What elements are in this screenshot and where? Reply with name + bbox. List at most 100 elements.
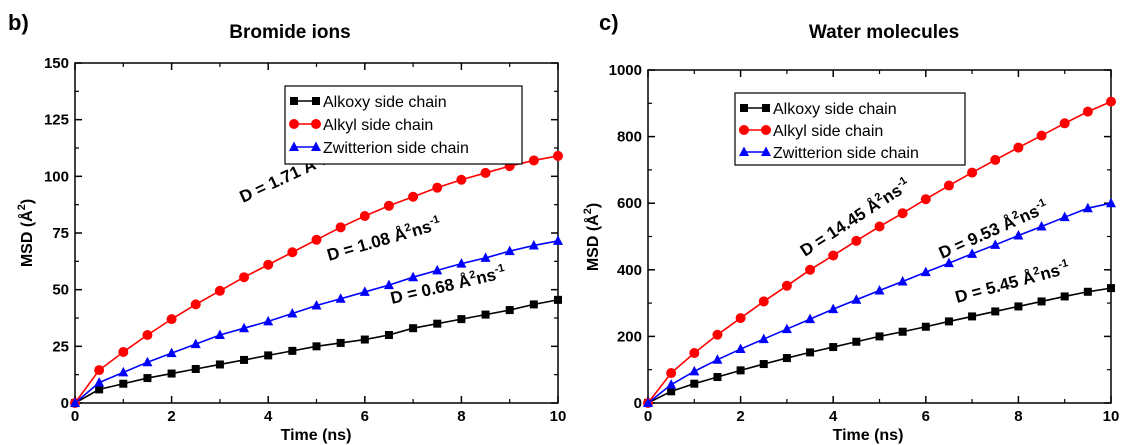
- data-point: [828, 250, 839, 261]
- data-point: [70, 397, 80, 407]
- legend-marker: [289, 119, 299, 129]
- data-point: [943, 257, 954, 268]
- legend-label: Alkyl side chain: [323, 117, 433, 134]
- data-point: [1107, 284, 1115, 293]
- data-point: [1013, 230, 1024, 240]
- data-point: [457, 315, 466, 324]
- y-tick-label: 0: [634, 395, 642, 412]
- data-point: [554, 295, 562, 304]
- data-point: [166, 314, 177, 325]
- legend-marker: [761, 125, 771, 135]
- data-point: [118, 347, 129, 357]
- data-point: [735, 343, 746, 354]
- legend-marker: [311, 119, 321, 129]
- data-point: [166, 347, 177, 358]
- legend-marker: [290, 97, 298, 105]
- data-point: [190, 299, 201, 310]
- y-axis-label-text: MSD (Å: [583, 214, 602, 271]
- data-point: [383, 279, 394, 290]
- y-tick-label: 0: [61, 395, 69, 412]
- data-point: [990, 154, 1001, 165]
- data-point: [336, 338, 345, 347]
- data-point: [456, 174, 467, 185]
- data-point: [689, 365, 700, 376]
- legend-marker: [761, 146, 771, 156]
- data-point: [851, 294, 862, 304]
- data-point: [666, 379, 677, 389]
- annotation-text: D = 5.45 Å: [953, 267, 1037, 307]
- data-point: [897, 275, 908, 286]
- annotation-unit: ns: [1038, 261, 1062, 284]
- data-point: [805, 264, 816, 275]
- data-point: [311, 234, 322, 245]
- data-point: [553, 235, 563, 245]
- data-point: [735, 313, 746, 324]
- data-point: [432, 264, 443, 275]
- data-point: [1036, 221, 1047, 231]
- data-point: [360, 335, 369, 344]
- data-point: [408, 191, 419, 202]
- data-point: [1036, 130, 1047, 141]
- y-tick-label: 100: [44, 168, 69, 185]
- y-tick-label: 400: [617, 262, 642, 279]
- data-point: [504, 245, 515, 256]
- diffusion-annotation: D = 0.68 Å2ns-1: [388, 262, 507, 308]
- annotation-superscript: 2: [873, 191, 885, 204]
- data-point: [781, 323, 792, 334]
- legend-label: Alkyl side chain: [773, 123, 883, 140]
- data-point: [409, 324, 418, 333]
- annotation-superscript: 2: [1010, 209, 1020, 222]
- data-point: [666, 368, 677, 379]
- x-tick-label: 0: [71, 408, 79, 425]
- legend-marker: [311, 141, 321, 151]
- data-point: [383, 200, 394, 211]
- data-point: [921, 322, 930, 331]
- annotation-superscript: 2: [1032, 265, 1041, 278]
- data-point: [758, 296, 769, 307]
- data-point: [1060, 292, 1069, 301]
- data-point: [287, 307, 298, 318]
- data-point: [689, 348, 700, 359]
- data-point: [1106, 96, 1116, 107]
- diffusion-annotation: D = 1.08 Å2ns-1: [325, 213, 443, 265]
- data-point: [408, 271, 419, 282]
- data-point: [690, 379, 699, 388]
- legend-box: [734, 92, 966, 166]
- data-point: [263, 315, 274, 326]
- legend: Alkoxy side chain Alkyl side chain Zwitter…: [734, 92, 966, 166]
- y-axis-label-superscript: 2: [16, 204, 28, 210]
- data-point: [667, 387, 676, 396]
- data-point: [142, 356, 153, 367]
- y-axis-label: MSD (Å2): [582, 203, 602, 271]
- y-tick-label: 25: [52, 338, 69, 355]
- data-point: [1059, 211, 1070, 222]
- data-point: [828, 303, 839, 314]
- data-point: [335, 293, 346, 303]
- data-point: [1083, 287, 1092, 296]
- legend: Alkoxy side chain Alkyl side chain Zwitter…: [284, 85, 523, 165]
- x-tick-label: 2: [736, 408, 744, 425]
- data-point: [806, 348, 815, 357]
- data-point: [1014, 302, 1023, 311]
- y-axis-label-superscript: 2: [582, 208, 594, 214]
- data-point: [481, 310, 490, 319]
- chart-panel-c: c) Water molecules 0 2 4 6 8 10 0 200 400 600 800 100…: [582, 10, 1119, 444]
- data-point: [875, 332, 884, 341]
- x-tick-label: 0: [644, 408, 652, 425]
- y-tick-label: 150: [44, 55, 69, 72]
- data-point: [239, 322, 250, 333]
- data-point: [758, 333, 769, 344]
- data-point: [214, 329, 225, 339]
- x-axis-label: Time (ns): [833, 427, 904, 444]
- y-tick-label: 600: [617, 195, 642, 212]
- x-tick-label: 8: [457, 408, 465, 425]
- x-tick-label: 4: [829, 408, 838, 425]
- legend-marker: [739, 146, 749, 156]
- data-point: [142, 330, 153, 340]
- data-point: [529, 300, 538, 309]
- legend-label: Alkoxy side chain: [773, 101, 897, 118]
- data-point: [805, 313, 816, 324]
- data-point: [852, 337, 861, 346]
- x-tick-label: 10: [1103, 408, 1120, 425]
- data-point: [264, 351, 273, 360]
